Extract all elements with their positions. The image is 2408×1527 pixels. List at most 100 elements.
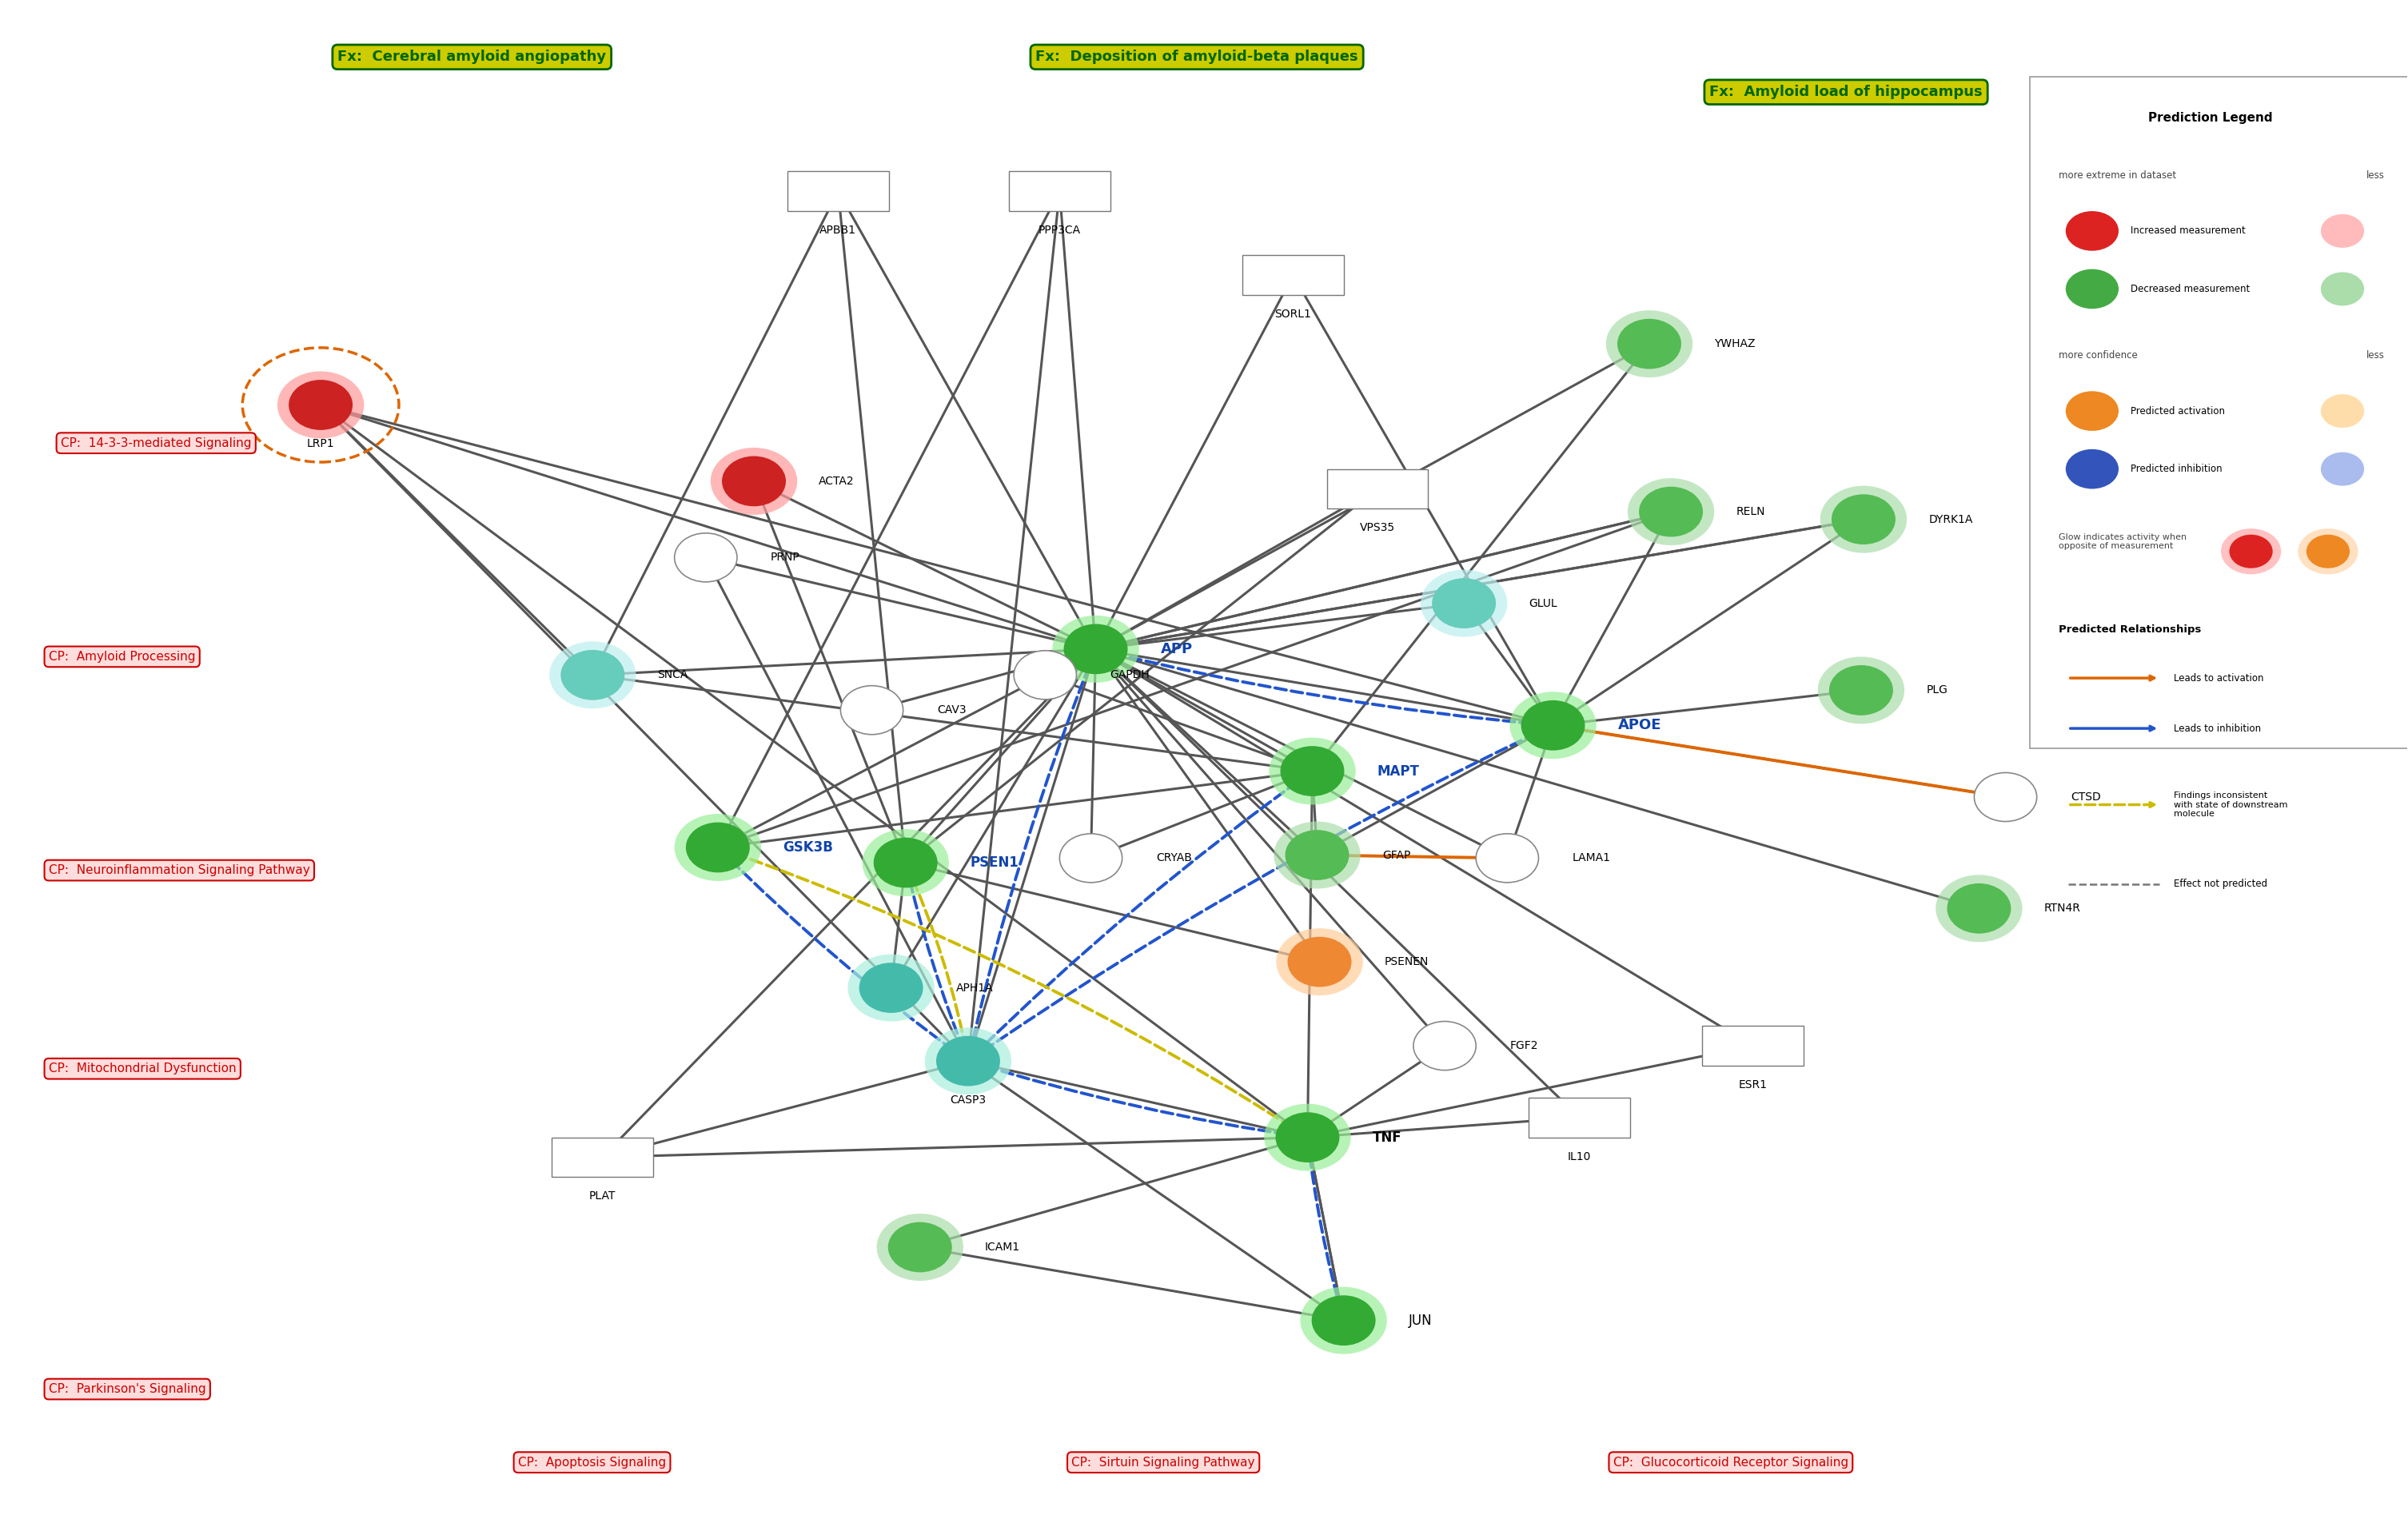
Ellipse shape <box>860 964 922 1012</box>
Text: less: less <box>2367 350 2384 360</box>
Text: RELN: RELN <box>1736 505 1765 518</box>
Ellipse shape <box>1052 615 1139 683</box>
Text: PSENEN: PSENEN <box>1385 956 1428 968</box>
Ellipse shape <box>1276 1113 1339 1162</box>
Ellipse shape <box>2220 528 2280 574</box>
Text: Fx:  Deposition of amyloid-beta plaques: Fx: Deposition of amyloid-beta plaques <box>1035 50 1358 64</box>
Text: MAPT: MAPT <box>1377 764 1421 779</box>
Text: CP:  Glucocorticoid Receptor Signaling: CP: Glucocorticoid Receptor Signaling <box>1613 1457 1849 1469</box>
Ellipse shape <box>1948 884 2011 933</box>
Text: PSEN1: PSEN1 <box>970 855 1019 870</box>
Ellipse shape <box>1421 570 1507 637</box>
Ellipse shape <box>289 380 352 429</box>
Text: PLG: PLG <box>1926 684 1948 696</box>
Text: CP:  Sirtuin Signaling Pathway: CP: Sirtuin Signaling Pathway <box>1072 1457 1255 1469</box>
Text: Fx:  Amyloid load of hippocampus: Fx: Amyloid load of hippocampus <box>1710 86 1982 99</box>
Text: CP:  Mitochondrial Dysfunction: CP: Mitochondrial Dysfunction <box>48 1063 236 1075</box>
Text: Decreased measurement: Decreased measurement <box>2131 284 2249 295</box>
FancyBboxPatch shape <box>787 171 889 211</box>
Text: YWHAZ: YWHAZ <box>1714 339 1755 350</box>
Ellipse shape <box>1606 310 1693 377</box>
Text: more extreme in dataset: more extreme in dataset <box>2059 169 2177 180</box>
Text: CASP3: CASP3 <box>951 1095 987 1106</box>
FancyBboxPatch shape <box>1529 1098 1630 1138</box>
Ellipse shape <box>1300 1287 1387 1354</box>
Text: JUN: JUN <box>1409 1313 1433 1327</box>
Ellipse shape <box>1832 495 1895 544</box>
Text: VPS35: VPS35 <box>1361 522 1394 533</box>
Ellipse shape <box>862 829 949 896</box>
Ellipse shape <box>1830 666 1893 715</box>
Text: LRP1: LRP1 <box>306 438 335 449</box>
Ellipse shape <box>2321 394 2365 428</box>
Ellipse shape <box>1269 738 1356 805</box>
Ellipse shape <box>722 457 785 505</box>
Text: GSK3B: GSK3B <box>783 840 833 855</box>
FancyBboxPatch shape <box>2030 76 2408 748</box>
Text: PLAT: PLAT <box>590 1191 616 1202</box>
Ellipse shape <box>848 954 934 1022</box>
Ellipse shape <box>1820 486 1907 553</box>
Ellipse shape <box>2321 272 2365 305</box>
Text: Leads to activation: Leads to activation <box>2174 673 2264 683</box>
Ellipse shape <box>1264 1104 1351 1171</box>
Text: CTSD: CTSD <box>2071 791 2100 803</box>
FancyBboxPatch shape <box>1009 171 1110 211</box>
FancyBboxPatch shape <box>1327 469 1428 508</box>
Text: PPP3CA: PPP3CA <box>1038 224 1081 237</box>
Text: Fx:  Cerebral amyloid angiopathy: Fx: Cerebral amyloid angiopathy <box>337 50 607 64</box>
Ellipse shape <box>277 371 364 438</box>
Text: FGF2: FGF2 <box>1510 1040 1539 1052</box>
Text: LAMA1: LAMA1 <box>1572 852 1611 864</box>
Ellipse shape <box>874 838 937 887</box>
Text: CP:  Amyloid Processing: CP: Amyloid Processing <box>48 651 195 663</box>
Ellipse shape <box>1510 692 1597 759</box>
Ellipse shape <box>1936 875 2023 942</box>
Ellipse shape <box>1274 822 1361 889</box>
Ellipse shape <box>1281 747 1344 796</box>
Text: ACTA2: ACTA2 <box>819 475 855 487</box>
Ellipse shape <box>1522 701 1584 750</box>
Text: GFAP: GFAP <box>1382 849 1411 861</box>
Text: CP:  Apoptosis Signaling: CP: Apoptosis Signaling <box>518 1457 667 1469</box>
Text: GLUL: GLUL <box>1529 597 1558 609</box>
Ellipse shape <box>925 1028 1011 1095</box>
Text: RTN4R: RTN4R <box>2044 902 2081 915</box>
Ellipse shape <box>1640 487 1702 536</box>
Text: Predicted activation: Predicted activation <box>2131 406 2225 417</box>
Text: TNF: TNF <box>1373 1130 1401 1145</box>
Text: IL10: IL10 <box>1568 1151 1592 1162</box>
Ellipse shape <box>2230 534 2273 568</box>
Ellipse shape <box>1476 834 1539 883</box>
Ellipse shape <box>2066 449 2119 489</box>
Ellipse shape <box>1413 1022 1476 1070</box>
Text: APBB1: APBB1 <box>819 224 857 237</box>
Ellipse shape <box>2297 528 2357 574</box>
Text: CRYAB: CRYAB <box>1156 852 1192 864</box>
Ellipse shape <box>561 651 624 699</box>
Ellipse shape <box>1064 625 1127 673</box>
Text: APOE: APOE <box>1618 718 1662 733</box>
Ellipse shape <box>2066 211 2119 250</box>
Ellipse shape <box>1312 1296 1375 1345</box>
Text: Predicted inhibition: Predicted inhibition <box>2131 464 2223 475</box>
Text: DYRK1A: DYRK1A <box>1929 513 1972 525</box>
Ellipse shape <box>686 823 749 872</box>
Text: Predicted Relationships: Predicted Relationships <box>2059 625 2201 635</box>
Text: CP:  14-3-3-mediated Signaling: CP: 14-3-3-mediated Signaling <box>60 437 250 449</box>
Ellipse shape <box>1618 319 1681 368</box>
Ellipse shape <box>1288 938 1351 986</box>
Ellipse shape <box>1818 657 1905 724</box>
Text: APP: APP <box>1161 641 1192 657</box>
Text: CP:  Neuroinflammation Signaling Pathway: CP: Neuroinflammation Signaling Pathway <box>48 864 311 876</box>
FancyBboxPatch shape <box>1702 1026 1804 1066</box>
Ellipse shape <box>674 814 761 881</box>
Text: Prediction Legend: Prediction Legend <box>2148 111 2273 124</box>
Text: Findings inconsistent
with state of downstream
molecule: Findings inconsistent with state of down… <box>2174 791 2288 818</box>
Ellipse shape <box>877 1214 963 1281</box>
Ellipse shape <box>937 1037 999 1086</box>
Text: Effect not predicted: Effect not predicted <box>2174 880 2268 889</box>
Ellipse shape <box>1628 478 1714 545</box>
Text: Glow indicates activity when
opposite of measurement: Glow indicates activity when opposite of… <box>2059 533 2186 550</box>
Text: CP:  Parkinson's Signaling: CP: Parkinson's Signaling <box>48 1383 207 1396</box>
